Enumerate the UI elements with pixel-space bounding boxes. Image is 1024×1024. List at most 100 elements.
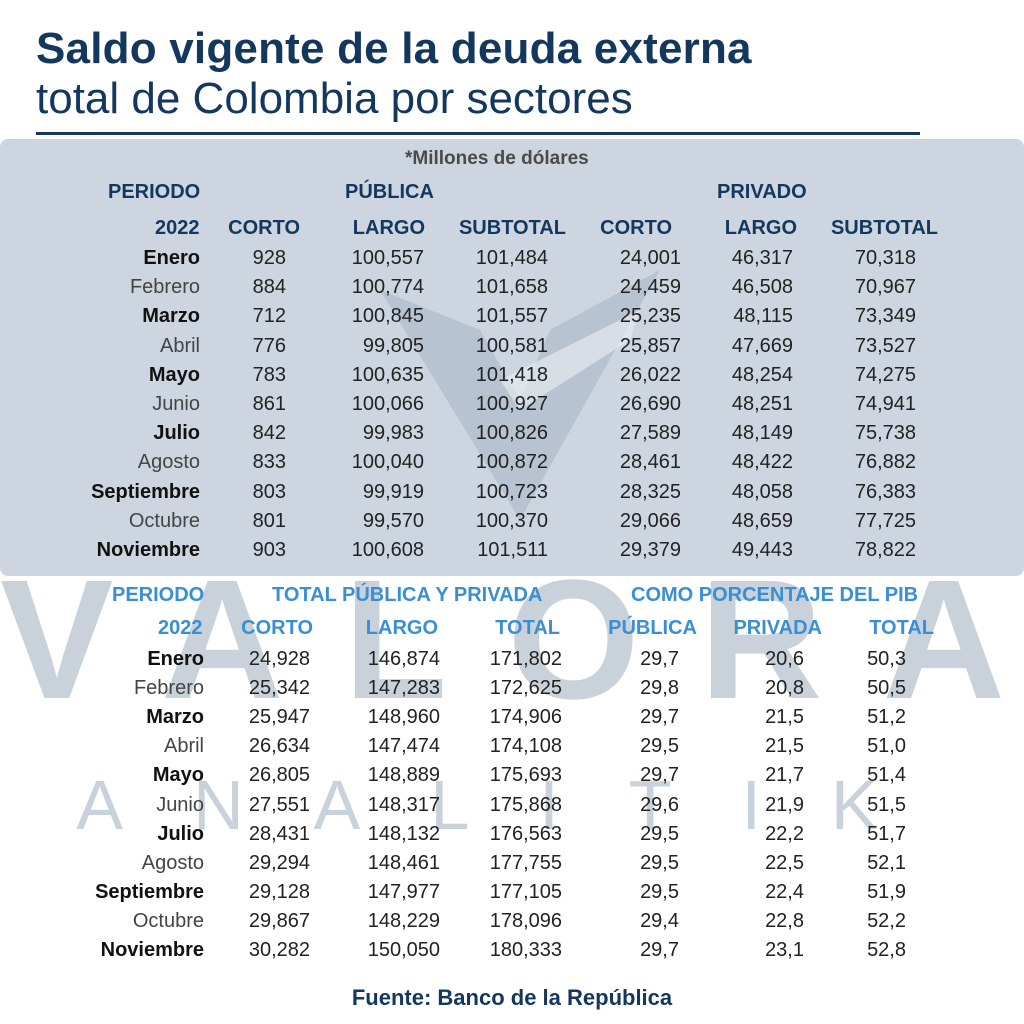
table-cell: 100,608 — [351, 539, 424, 561]
title-line-2: total de Colombia por sectores — [36, 74, 633, 123]
table-cell: 99,919 — [362, 480, 424, 503]
row-month-label: Marzo — [142, 305, 200, 328]
table-cell: 99,983 — [362, 422, 424, 445]
row-month-label: Marzo — [146, 706, 204, 729]
table-cell: 171,802 — [489, 648, 562, 670]
row-month-label: Febrero — [129, 276, 200, 299]
table-cell: 24,459 — [619, 276, 681, 299]
row-month-label: Octubre — [128, 509, 200, 532]
table-cell: 29,7 — [640, 706, 679, 729]
table-cell: 842 — [252, 422, 286, 445]
table-cell: 29,7 — [640, 939, 679, 961]
table-cell: 21,5 — [765, 735, 804, 758]
table-cell: 177,105 — [489, 880, 562, 903]
table-cell: 175,693 — [489, 764, 562, 787]
table-cell: 100,845 — [351, 305, 424, 328]
row-month-label: Noviembre — [100, 939, 204, 961]
table-cell: 24,928 — [248, 648, 310, 670]
table-cell: 21,7 — [765, 764, 804, 787]
table-cell: 52,8 — [867, 939, 906, 961]
table-cell: 100,927 — [475, 393, 548, 415]
table-cell: 174,108 — [489, 735, 562, 758]
row-month-label: Julio — [153, 422, 200, 445]
unit-note: *Millones de dólares — [405, 148, 589, 169]
table-cell: 100,826 — [475, 422, 548, 445]
table-cell: 26,022 — [619, 363, 681, 386]
row-month-label: Noviembre — [96, 539, 200, 561]
table-cell: 29,5 — [640, 851, 679, 874]
table-cell: 27,551 — [248, 793, 310, 816]
table-cell: 29,7 — [640, 648, 679, 670]
table-cell: 25,947 — [248, 706, 310, 729]
year-label: 2022 — [158, 617, 203, 639]
table-cell: 100,557 — [351, 247, 424, 269]
period-label: PERIODO — [108, 181, 201, 203]
table-cell: 52,2 — [867, 909, 906, 932]
row-month-label: Agosto — [141, 851, 204, 874]
table-cell: 29,294 — [248, 851, 310, 874]
table-cell: 146,874 — [367, 648, 440, 670]
table-cell: 148,461 — [367, 851, 440, 874]
table-cell: 48,058 — [731, 480, 793, 503]
table-cell: 174,906 — [489, 706, 562, 729]
table-cell: 28,431 — [248, 822, 310, 845]
table-cell: 801 — [252, 509, 286, 532]
table-cell: 180,333 — [489, 939, 562, 961]
column-header: CORTO — [228, 217, 300, 239]
table-cell: 74,275 — [854, 363, 916, 386]
table-cell: 101,557 — [475, 305, 548, 328]
column-header: LARGO — [724, 217, 797, 239]
table-cell: 148,960 — [367, 706, 440, 729]
table-cell: 176,563 — [489, 822, 562, 845]
table-cell: 100,774 — [351, 276, 424, 299]
table-cell: 21,9 — [765, 793, 804, 816]
table-cell: 100,635 — [351, 363, 424, 386]
table-cell: 29,5 — [640, 822, 679, 845]
table-cell: 75,738 — [854, 422, 916, 445]
source-note: Fuente: Banco de la República — [351, 985, 673, 1010]
table-cell: 26,805 — [248, 764, 310, 787]
row-month-label: Junio — [156, 793, 204, 816]
table-cell: 24,001 — [619, 247, 681, 269]
table-cell: 803 — [252, 480, 286, 503]
table-cell: 29,8 — [640, 677, 679, 700]
table-cell: 48,149 — [731, 422, 793, 445]
row-month-label: Enero — [143, 247, 200, 269]
table-cell: 51,7 — [867, 822, 906, 845]
table-cell: 172,625 — [489, 677, 562, 700]
table-cell: 26,690 — [619, 393, 681, 415]
table-cell: 30,282 — [248, 939, 310, 961]
table-cell: 48,251 — [731, 393, 793, 415]
table-cell: 100,581 — [475, 334, 548, 357]
table-cell: 148,132 — [367, 822, 440, 845]
table-cell: 29,5 — [640, 735, 679, 758]
table-cell: 70,967 — [854, 276, 916, 299]
table-cell: 147,283 — [367, 677, 440, 700]
column-header: CORTO — [241, 617, 313, 639]
table-cell: 101,484 — [475, 247, 548, 269]
column-header: TOTAL — [495, 617, 560, 639]
table-cell: 99,805 — [362, 334, 424, 357]
table-cell: 29,6 — [640, 793, 679, 816]
table-cell: 49,443 — [731, 539, 793, 561]
table-cell: 29,4 — [640, 909, 679, 932]
table-cell: 100,066 — [351, 393, 424, 415]
table-cell: 26,634 — [248, 735, 310, 758]
table-cell: 147,977 — [367, 880, 440, 903]
table-cell: 51,9 — [867, 880, 906, 903]
row-month-label: Enero — [147, 648, 204, 670]
table-cell: 29,379 — [619, 539, 681, 561]
row-month-label: Abril — [159, 334, 200, 357]
period-label: PERIODO — [112, 584, 205, 606]
table-cell: 100,723 — [475, 480, 548, 503]
table-cell: 48,115 — [733, 305, 793, 328]
table-cell: 48,659 — [731, 509, 793, 532]
table-cell: 147,474 — [367, 735, 440, 758]
watermark-logo-icon — [380, 270, 660, 520]
table-cell: 178,096 — [489, 909, 562, 932]
watermark-subtext: ANALITIK — [76, 766, 948, 844]
table-cell: 21,5 — [765, 706, 804, 729]
row-month-label: Octubre — [132, 909, 204, 932]
table-cell: 833 — [252, 451, 286, 474]
table-cell: 29,5 — [640, 880, 679, 903]
